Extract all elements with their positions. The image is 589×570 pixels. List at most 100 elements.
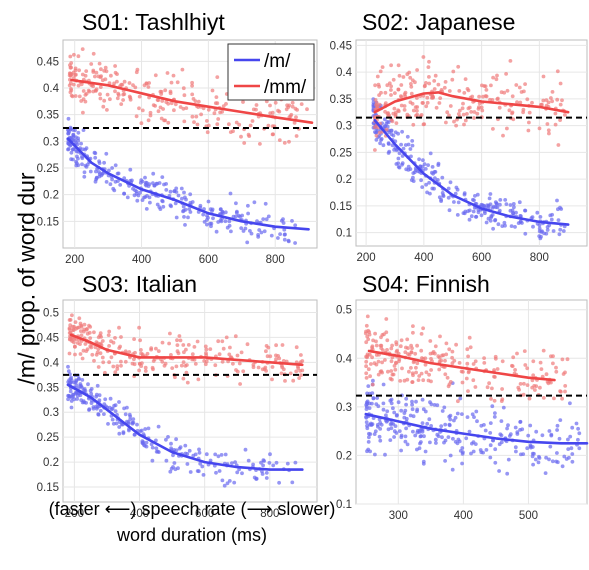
data-point [96,412,101,417]
data-point [89,62,94,66]
data-point [115,364,120,369]
data-point [259,460,263,465]
data-point [437,101,442,105]
data-point [215,122,220,127]
data-point [169,353,173,357]
data-point [577,431,582,436]
data-point [457,361,462,365]
data-point [218,207,223,212]
data-point [164,458,169,463]
data-point [105,92,110,97]
data-point [82,387,87,391]
legend-label-m: /m/ [264,51,291,72]
data-point [80,356,85,361]
data-point [468,345,473,350]
y-tick-label: 0.5 [336,305,352,317]
data-point [266,214,271,219]
data-point [525,383,530,387]
data-point [444,341,449,346]
data-point [551,229,556,233]
data-point [102,160,106,165]
data-point [77,316,82,321]
data-point [396,165,401,169]
panel-3: S03: Italian 200 400 600 800 0.15 0.2 0.25 0.3 0.… [37,271,318,520]
data-point [508,59,513,63]
data-point [451,69,456,74]
data-point [169,80,174,85]
data-point [526,433,531,438]
data-point [66,397,70,402]
data-point [374,138,379,142]
data-point [261,463,265,468]
data-point [163,88,168,93]
data-point [400,161,405,166]
data-point [558,118,562,122]
data-point [367,330,372,334]
data-point [419,178,423,183]
data-point [455,117,459,122]
data-point [175,343,180,347]
data-point [406,346,410,350]
data-point [443,438,448,443]
data-point [561,229,566,233]
data-point [374,133,379,138]
data-point [172,108,176,113]
data-point [512,205,516,210]
data-point [504,202,509,207]
data-point [148,113,153,118]
data-point [466,354,470,359]
data-point [193,362,198,366]
data-point [80,72,85,77]
data-point [495,367,500,371]
data-point [445,375,450,380]
data-point [134,189,139,194]
data-point [427,417,432,422]
data-point [403,408,408,413]
data-point [291,378,296,383]
data-point [481,94,485,99]
panel-title: S01: Tashlhiyt [82,9,225,35]
data-point [556,218,561,223]
data-point [410,380,415,384]
data-point [415,105,420,109]
data-point [164,437,168,442]
data-point [503,198,508,202]
data-point [68,125,73,130]
data-point [172,461,177,465]
data-point [119,363,123,368]
data-point [135,198,140,203]
data-point [286,239,291,244]
data-point [188,200,193,205]
data-point [379,335,383,340]
data-point [84,327,89,332]
data-point [447,208,452,213]
data-point [168,189,173,194]
data-point [421,326,425,331]
data-point [220,209,225,214]
data-point [127,350,132,354]
y-tick-label: 0.15 [37,482,59,494]
y-tick-label: 0.15 [37,216,59,228]
data-point [391,422,396,426]
data-point [131,417,136,421]
data-point [523,363,528,367]
data-point [246,211,251,216]
data-point [399,103,404,108]
data-point [182,190,186,195]
data-point [555,69,560,74]
data-point [525,446,530,451]
data-point [183,207,188,212]
data-point [549,217,554,222]
data-point [399,95,404,99]
data-point [216,220,221,224]
data-point [576,437,580,442]
data-point [185,380,190,385]
data-point [76,54,81,59]
data-point [126,420,131,425]
data-point [399,435,404,440]
data-point [157,205,162,210]
data-point [98,341,103,346]
panel-2: S02: Japanese 200 400 600 800 0.1 0.15 0.2 0.25 0… [330,9,588,264]
data-point [417,157,421,162]
data-point [374,103,378,107]
